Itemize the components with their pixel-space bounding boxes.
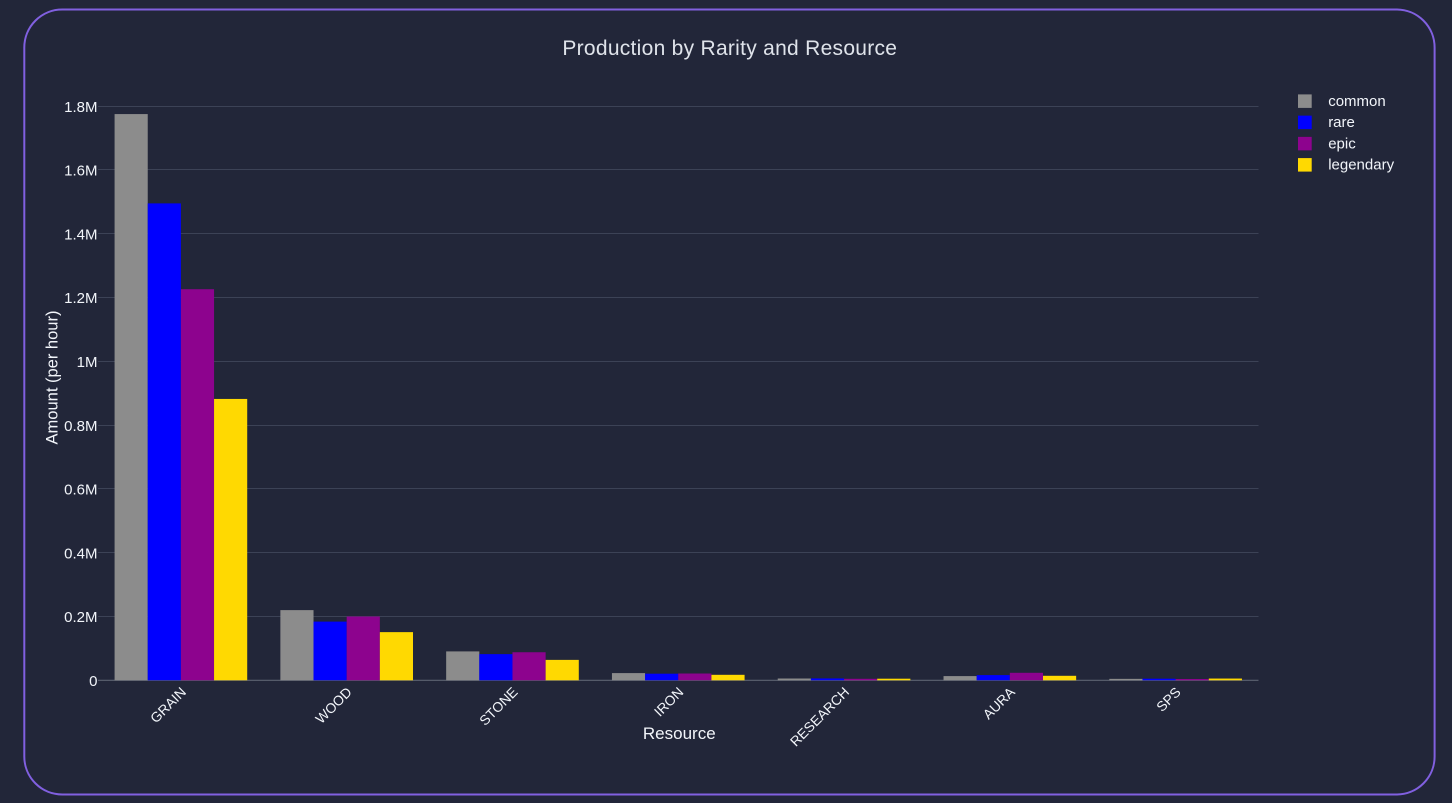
svg-text:1.8M: 1.8M [64,99,97,116]
svg-text:Production by Rarity and Resou: Production by Rarity and Resource [562,37,897,60]
svg-text:1M: 1M [77,354,98,371]
svg-text:Resource: Resource [643,724,716,743]
svg-text:Amount (per hour): Amount (per hour) [44,311,62,445]
svg-text:0: 0 [89,673,97,690]
svg-text:rare: rare [1328,114,1355,131]
svg-text:1.4M: 1.4M [64,226,97,243]
svg-text:1.6M: 1.6M [64,163,97,180]
svg-text:legendary: legendary [1328,157,1394,174]
svg-text:1.2M: 1.2M [64,290,97,307]
svg-text:epic: epic [1328,135,1356,152]
svg-text:0.8M: 0.8M [64,418,97,435]
svg-text:common: common [1328,93,1386,110]
svg-text:0.4M: 0.4M [64,545,97,562]
svg-text:0.6M: 0.6M [64,482,97,499]
svg-text:0.2M: 0.2M [64,609,97,626]
